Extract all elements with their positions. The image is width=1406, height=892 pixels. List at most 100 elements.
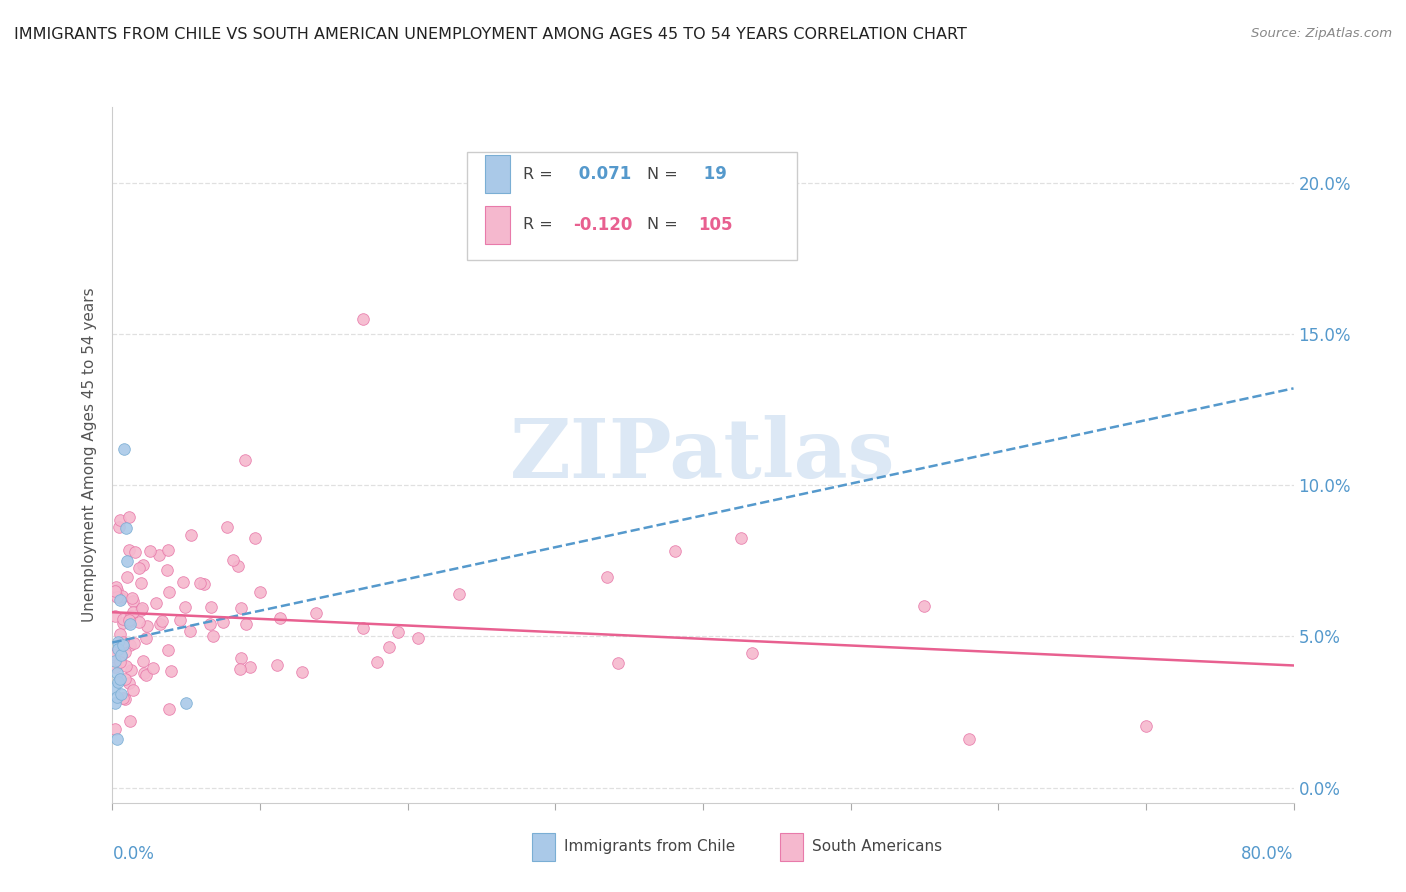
Point (105, 690, 128, 704)
FancyBboxPatch shape (485, 206, 510, 244)
Text: 0.0%: 0.0% (112, 845, 155, 863)
Point (108, 593, 131, 607)
Point (198, 617, 221, 632)
Point (128, 561, 150, 575)
Point (174, 599, 197, 614)
Point (595, 570, 617, 584)
Point (118, 542, 141, 557)
Point (266, 658, 288, 673)
Point (114, 520, 136, 534)
Text: N =: N = (648, 218, 683, 232)
Point (111, 615, 134, 630)
Point (305, 606, 328, 620)
Point (148, 548, 170, 562)
Y-axis label: Unemployment Among Ages 45 to 54 years: Unemployment Among Ages 45 to 54 years (82, 287, 97, 623)
Point (217, 519, 239, 533)
Point (104, 648, 127, 662)
Point (108, 513, 131, 527)
Point (129, 576, 152, 591)
Point (200, 599, 222, 614)
Point (235, 617, 257, 632)
Point (124, 545, 146, 559)
Point (114, 691, 136, 706)
Point (132, 655, 155, 669)
Point (142, 661, 165, 675)
Point (104, 654, 127, 668)
Point (118, 510, 141, 524)
Point (741, 646, 763, 660)
Point (135, 667, 157, 681)
Point (134, 666, 156, 681)
Point (128, 615, 150, 629)
FancyBboxPatch shape (467, 153, 797, 260)
Point (120, 617, 142, 632)
Point (447, 587, 470, 601)
Point (112, 691, 135, 706)
Point (105, 590, 128, 604)
Point (122, 636, 145, 650)
Point (136, 618, 159, 632)
Point (231, 651, 253, 665)
Point (110, 591, 132, 605)
Point (107, 641, 129, 656)
Point (188, 576, 211, 591)
Point (159, 664, 181, 678)
Point (121, 591, 143, 606)
Point (157, 702, 180, 716)
Point (120, 608, 142, 623)
Point (157, 584, 180, 599)
Point (730, 531, 752, 545)
Point (110, 687, 132, 701)
Point (122, 594, 145, 608)
Point (156, 642, 179, 657)
Point (211, 615, 233, 630)
Point (148, 616, 170, 631)
Point (120, 714, 142, 728)
Point (112, 442, 135, 456)
Text: ZIPatlas: ZIPatlas (510, 415, 896, 495)
Point (406, 631, 429, 645)
Point (108, 656, 131, 670)
Point (135, 631, 157, 645)
Point (222, 553, 245, 567)
Point (107, 635, 129, 649)
Point (156, 563, 179, 577)
Text: Immigrants from Chile: Immigrants from Chile (564, 839, 735, 855)
Point (107, 674, 129, 689)
Point (249, 585, 271, 599)
Point (235, 453, 257, 467)
Point (229, 661, 252, 675)
Point (269, 611, 291, 625)
Point (179, 624, 201, 638)
Point (115, 570, 138, 584)
Point (108, 627, 131, 641)
Point (110, 648, 132, 663)
Point (378, 640, 401, 655)
Point (104, 660, 127, 674)
Point (157, 542, 180, 557)
Point (103, 681, 125, 695)
Point (117, 676, 139, 690)
Point (114, 645, 136, 659)
Point (226, 558, 249, 573)
Text: R =: R = (523, 218, 558, 232)
Point (118, 615, 141, 629)
Point (132, 558, 155, 573)
Point (122, 605, 145, 619)
Point (1135, 719, 1157, 733)
Point (352, 311, 374, 326)
Point (115, 659, 138, 673)
Point (104, 722, 127, 736)
Point (110, 648, 132, 662)
Text: 80.0%: 80.0% (1241, 845, 1294, 863)
Point (180, 528, 202, 542)
Point (138, 543, 160, 558)
Point (172, 574, 194, 589)
Point (108, 520, 131, 534)
Point (239, 660, 262, 674)
Text: N =: N = (648, 167, 683, 182)
Text: -0.120: -0.120 (574, 216, 633, 234)
Point (174, 696, 197, 710)
Point (129, 602, 152, 616)
Point (664, 544, 686, 558)
